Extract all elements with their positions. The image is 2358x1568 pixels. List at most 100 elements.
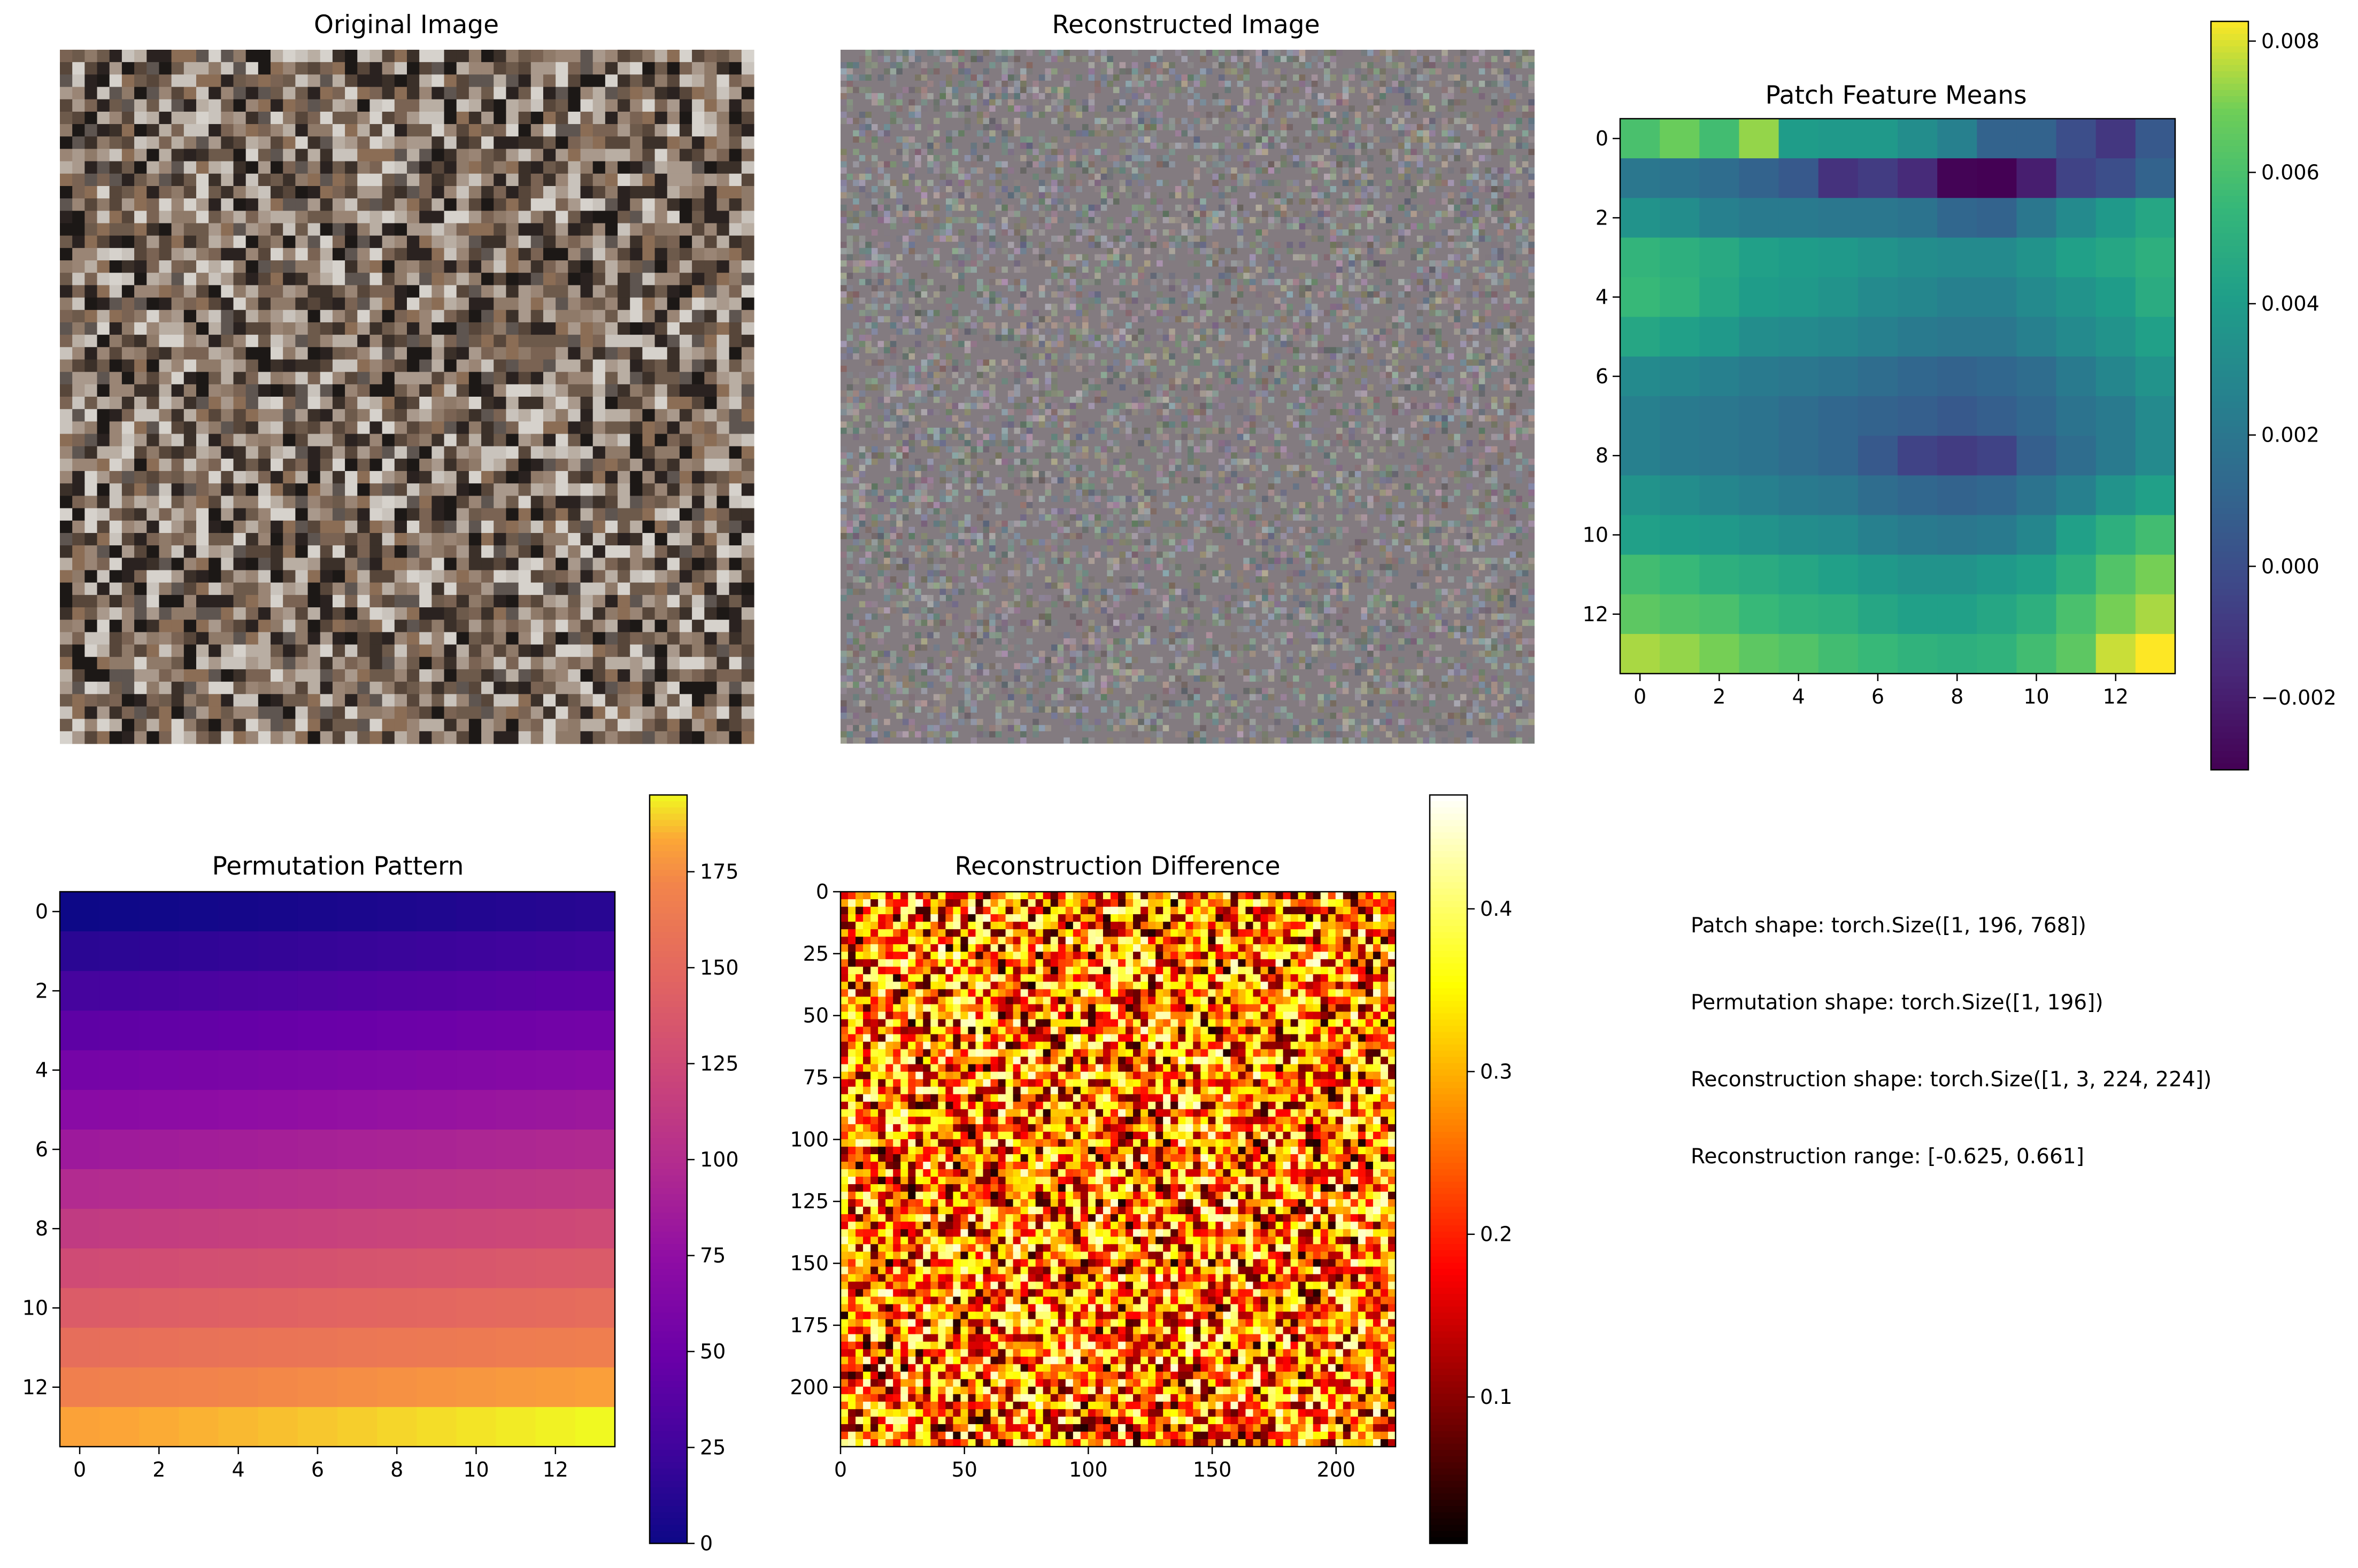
- reconstructed-noise-pixel: [1361, 149, 1368, 156]
- reconstructed-noise-pixel: [1516, 217, 1522, 223]
- original-pixel-block: [394, 446, 407, 459]
- original-pixel-block: [704, 111, 718, 125]
- reconstructed-noise-pixel: [1014, 124, 1021, 130]
- reconstructed-noise-pixel: [1206, 211, 1213, 217]
- reconstructed-noise-pixel: [1404, 93, 1411, 99]
- original-pixel-block: [171, 483, 184, 497]
- reconstructed-noise-pixel: [1354, 180, 1361, 186]
- original-pixel-block: [60, 99, 73, 112]
- reconstructed-noise-pixel: [995, 161, 1002, 168]
- original-pixel-block: [605, 285, 618, 298]
- reconstructed-noise-pixel: [1416, 180, 1423, 186]
- original-pixel-block: [159, 644, 172, 658]
- original-pixel-block: [357, 682, 371, 694]
- original-pixel-block: [209, 434, 221, 447]
- original-pixel-block: [196, 310, 209, 323]
- original-pixel-block: [642, 520, 656, 534]
- reconstructed-noise-pixel: [1038, 74, 1045, 81]
- original-pixel-block: [654, 186, 668, 199]
- original-pixel-block: [295, 273, 309, 285]
- reconstructed-noise-pixel: [1286, 50, 1293, 56]
- original-pixel-block: [618, 335, 630, 347]
- original-pixel-block: [431, 545, 445, 558]
- original-pixel-block: [642, 186, 656, 199]
- reconstructed-noise-pixel: [976, 111, 983, 118]
- original-pixel-block: [716, 644, 730, 658]
- original-pixel-block: [642, 694, 656, 707]
- reconstructed-noise-pixel: [1144, 105, 1151, 112]
- original-pixel-block: [580, 248, 594, 261]
- original-pixel-block: [258, 570, 271, 583]
- reconstructed-noise-pixel: [952, 217, 959, 223]
- original-pixel-block: [679, 62, 692, 75]
- original-pixel-block: [121, 248, 135, 261]
- original-pixel-block: [159, 682, 172, 694]
- original-pixel-block: [580, 136, 594, 150]
- original-pixel-block: [283, 594, 296, 608]
- original-pixel-block: [456, 446, 469, 459]
- original-pixel-block: [481, 496, 494, 509]
- original-pixel-block: [295, 694, 309, 707]
- original-pixel-block: [419, 719, 432, 732]
- original-pixel-block: [481, 632, 494, 645]
- original-pixel-block: [729, 359, 742, 373]
- reconstructed-noise-pixel: [896, 62, 903, 68]
- reconstructed-noise-pixel: [1416, 186, 1423, 192]
- original-pixel-block: [295, 136, 309, 150]
- original-pixel-block: [716, 50, 730, 63]
- original-pixel-block: [245, 434, 259, 447]
- original-pixel-block: [97, 731, 110, 744]
- original-pixel-block: [121, 124, 135, 137]
- original-pixel-block: [543, 570, 556, 583]
- original-pixel-block: [444, 669, 457, 682]
- original-pixel-block: [630, 223, 643, 236]
- original-pixel-block: [431, 186, 445, 199]
- reconstructed-noise-pixel: [983, 111, 990, 118]
- reconstructed-noise-pixel: [1404, 180, 1411, 186]
- reconstructed-noise-pixel: [1466, 235, 1473, 242]
- reconstructed-noise-pixel: [1280, 111, 1287, 118]
- reconstructed-noise-pixel: [1057, 118, 1064, 125]
- original-pixel-block: [667, 483, 680, 497]
- reconstructed-noise-pixel: [1014, 229, 1021, 236]
- reconstructed-noise-pixel: [1206, 192, 1213, 199]
- original-pixel-block: [357, 235, 371, 249]
- original-pixel-block: [692, 731, 705, 744]
- reconstructed-noise-pixel: [1342, 211, 1349, 217]
- original-pixel-block: [530, 719, 544, 732]
- original-pixel-block: [630, 87, 643, 100]
- original-pixel-block: [307, 173, 321, 187]
- reconstructed-noise-pixel: [1398, 105, 1405, 112]
- original-pixel-block: [494, 149, 507, 162]
- original-pixel-block: [692, 558, 705, 571]
- reconstructed-noise-pixel: [908, 229, 915, 236]
- original-pixel-block: [183, 409, 197, 422]
- reconstructed-noise-pixel: [908, 124, 915, 130]
- original-pixel-block: [518, 532, 531, 546]
- original-pixel-block: [679, 260, 692, 273]
- original-pixel-block: [332, 99, 345, 112]
- reconstructed-noise-pixel: [1491, 186, 1498, 192]
- original-pixel-block: [704, 644, 718, 658]
- reconstructed-noise-pixel: [1051, 142, 1058, 149]
- reconstructed-noise-pixel: [1385, 192, 1392, 199]
- original-pixel-block: [506, 607, 519, 620]
- original-pixel-block: [605, 384, 618, 397]
- original-pixel-block: [147, 458, 160, 472]
- original-pixel-block: [307, 359, 321, 373]
- original-pixel-block: [233, 372, 246, 385]
- original-pixel-block: [245, 582, 259, 596]
- original-pixel-block: [283, 582, 296, 596]
- original-pixel-block: [171, 731, 184, 744]
- original-pixel-block: [543, 248, 556, 261]
- original-pixel-block: [530, 161, 544, 174]
- original-pixel-block: [233, 310, 246, 323]
- reconstructed-noise-pixel: [1385, 180, 1392, 186]
- original-pixel-block: [716, 310, 730, 323]
- original-pixel-block: [704, 372, 718, 385]
- original-pixel-block: [295, 620, 309, 632]
- reconstructed-noise-pixel: [1001, 223, 1008, 230]
- original-pixel-block: [407, 322, 420, 335]
- reconstructed-noise-pixel: [1330, 149, 1337, 156]
- reconstructed-noise-pixel: [1231, 167, 1237, 174]
